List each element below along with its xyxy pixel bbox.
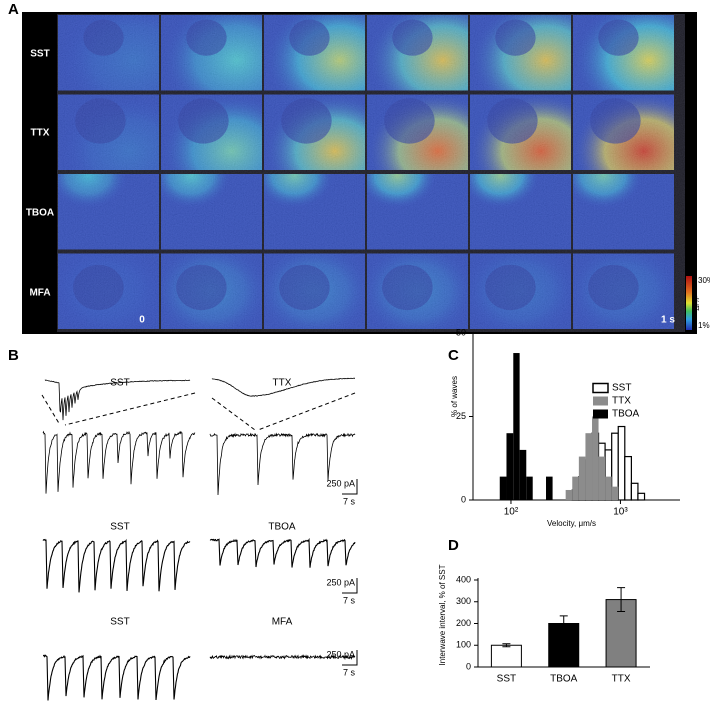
x-tick-label: 10³ <box>613 507 628 518</box>
error-bar <box>617 587 626 613</box>
scale-bar <box>342 650 358 666</box>
panel-label: C <box>448 347 459 364</box>
hist-bar <box>513 353 520 500</box>
current-trace <box>211 377 355 397</box>
x-tick-label: TTX <box>612 674 631 685</box>
hist-bar <box>526 476 533 500</box>
hist-bar <box>546 476 553 500</box>
hist-bar <box>506 433 514 500</box>
y-tick-label: 100 <box>456 640 471 650</box>
y-tick-label: 0 <box>461 494 466 504</box>
panel-label: B <box>8 347 19 364</box>
hist-bar <box>637 492 646 501</box>
hist-bar <box>585 433 593 500</box>
hist-bar <box>630 482 639 501</box>
current-trace <box>209 653 356 661</box>
panel-label: D <box>448 537 459 554</box>
hist-bar <box>578 456 586 500</box>
trace-title: TTX <box>273 378 292 389</box>
row-label: TBOA <box>26 208 54 219</box>
y-tick-label: 0 <box>466 661 471 671</box>
hist-bar <box>624 455 632 501</box>
hist-bar <box>519 449 527 500</box>
hist-bar <box>605 476 612 500</box>
colorbar-max: 30% <box>698 276 710 285</box>
scale-current: 250 pA <box>326 577 355 587</box>
legend-label: TTX <box>612 396 631 407</box>
trace-title: MFA <box>272 617 293 628</box>
row-label: SST <box>30 49 49 60</box>
scale-current: 250 pA <box>326 649 355 659</box>
traces: SST TTX 250 pA 7 s SST TBOA 250 pA 7 s SST MFA 250… <box>41 377 358 701</box>
bar-chart: 0 100 200 300 400 Interwave interval, % of SS… <box>438 564 650 685</box>
scale-current: 250 pA <box>326 478 355 488</box>
row-label: TTX <box>31 128 50 139</box>
zoom-line <box>64 392 196 426</box>
axes <box>472 333 680 501</box>
legend-swatch <box>592 382 609 394</box>
y-tick-label: 50 <box>456 327 466 337</box>
hist-bar <box>592 416 599 500</box>
x-tick-label: 10² <box>504 507 519 518</box>
zoom-line <box>257 392 356 431</box>
legend-label: SST <box>612 383 631 394</box>
scale-time: 7 s <box>343 667 356 677</box>
current-trace <box>42 538 191 593</box>
trace-title: SST <box>110 378 129 389</box>
scale-bar <box>342 578 358 594</box>
time-label: 1 s <box>661 315 675 326</box>
x-tick-label: TBOA <box>550 674 578 685</box>
histogram-chart: 0 25 50 10² 10³ Velocity, μm/s % of waves SST TT… <box>450 327 680 528</box>
hist-bar <box>611 486 619 500</box>
y-tick-label: 300 <box>456 596 471 606</box>
scale-time: 7 s <box>343 496 356 506</box>
hist-bar <box>572 476 579 500</box>
error-bar <box>502 643 511 648</box>
hist-bar <box>617 425 626 501</box>
time-label: 0 <box>139 315 145 326</box>
zoom-line <box>211 397 256 431</box>
trace-title: TBOA <box>268 522 296 533</box>
current-trace <box>209 537 356 568</box>
y-tick-label: 400 <box>456 574 471 584</box>
scale-bar <box>342 479 358 495</box>
zoom-line <box>41 394 61 426</box>
current-trace <box>44 379 191 421</box>
current-trace <box>43 654 191 701</box>
legend-label: TBOA <box>612 409 640 420</box>
current-trace <box>209 432 356 496</box>
row-label: MFA <box>29 288 50 299</box>
colorbar-min: 1% <box>698 321 710 330</box>
y-tick-label: 25 <box>456 411 466 421</box>
current-trace <box>42 430 196 494</box>
hist-bar <box>499 476 507 500</box>
legend-swatch <box>593 409 608 419</box>
noise <box>57 14 685 332</box>
hist-bar <box>598 456 606 500</box>
hist-bar <box>565 489 573 500</box>
y-axis-label: % of waves <box>450 376 459 417</box>
scale-time: 7 s <box>343 595 356 605</box>
colorbar-label: ΔF/F <box>694 295 701 310</box>
bar <box>490 644 522 668</box>
y-axis-label: Interwave interval, % of SST <box>438 564 447 665</box>
y-tick-label: 200 <box>456 618 471 628</box>
x-axis-label: Velocity, μm/s <box>547 519 596 528</box>
x-tick-label: SST <box>497 674 516 685</box>
trace-title: SST <box>110 617 129 628</box>
colorbar <box>686 276 692 330</box>
panel-label: A <box>8 1 19 18</box>
error-bar <box>559 615 568 632</box>
trace-title: SST <box>110 522 129 533</box>
legend-swatch <box>593 396 608 406</box>
